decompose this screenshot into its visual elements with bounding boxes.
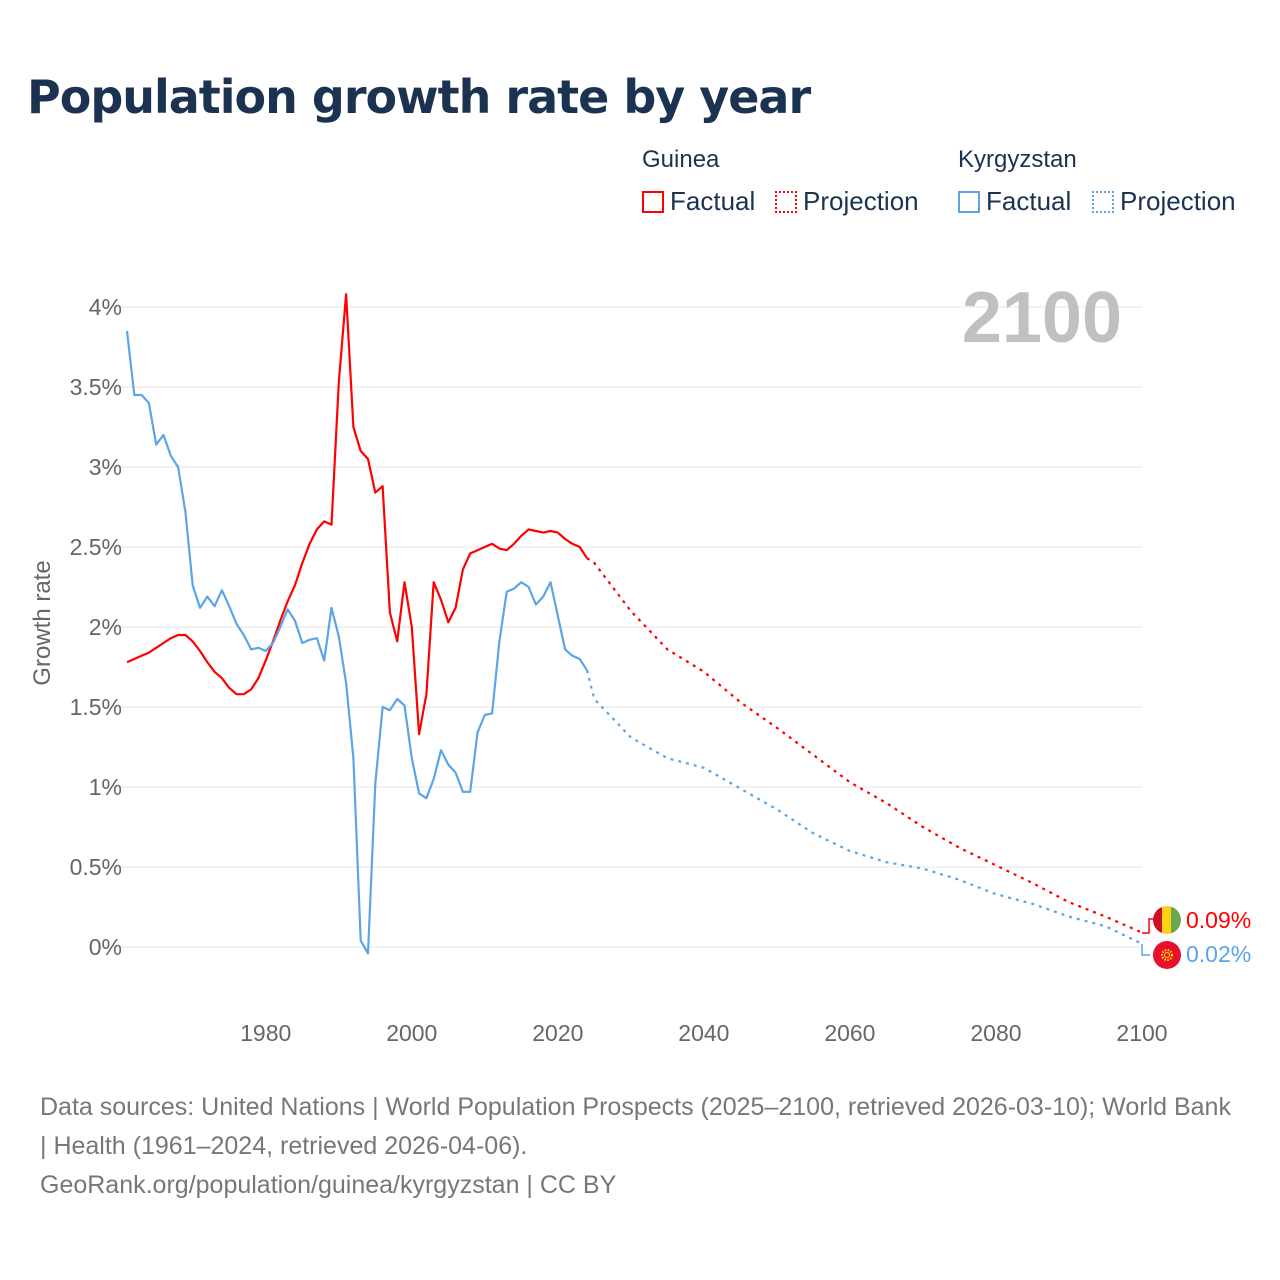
x-tick-label: 1980 xyxy=(240,1020,291,1046)
data-source-note: Data sources: United Nations | World Pop… xyxy=(40,1088,1240,1205)
y-tick-label: 0% xyxy=(89,934,122,960)
y-tick-label: 1.5% xyxy=(70,694,122,720)
kyrgyzstan-flag-icon xyxy=(1153,941,1181,969)
legend-guinea-factual[interactable]: Factual xyxy=(642,186,755,217)
kyrgyzstan-projection-line xyxy=(585,669,1143,945)
y-tick-label: 1% xyxy=(89,774,122,800)
legend-swatch-dotted xyxy=(1092,190,1114,213)
x-tick-label: 2100 xyxy=(1116,1020,1167,1046)
legend-swatch-dotted xyxy=(775,190,797,213)
guinea-projection-line xyxy=(586,557,1143,934)
legend-kyrgyzstan-factual[interactable]: Factual xyxy=(958,186,1071,217)
year-watermark: 2100 xyxy=(962,278,1122,358)
kyrgyzstan-end-connector xyxy=(1141,944,1150,956)
guinea-end-connector xyxy=(1142,918,1156,934)
guinea-end-value: 0.09% xyxy=(1186,907,1251,933)
legend-guinea-projection[interactable]: Projection xyxy=(775,186,919,217)
source-link[interactable]: GeoRank.org/population/guinea/kyrgyzstan… xyxy=(40,1171,617,1199)
legend-label: Factual xyxy=(670,186,756,216)
guinea-flag-icon xyxy=(1153,906,1181,934)
legend-label: Projection xyxy=(1120,186,1236,216)
kyrgyzstan-end-value: 0.02% xyxy=(1186,941,1251,967)
y-tick-label: 0.5% xyxy=(70,854,122,880)
x-tick-label: 2020 xyxy=(532,1020,583,1046)
line-chart: 0% 0.5% 1% 1.5% 2% 2.5% 3% 3.5% 4% 1980 2000 2020 20… xyxy=(29,278,1251,1046)
x-tick-label: 2000 xyxy=(386,1020,437,1046)
source-text: Data sources: United Nations | World Pop… xyxy=(40,1093,1231,1160)
x-tick-label: 2040 xyxy=(678,1020,729,1046)
kyrgyzstan-factual-line xyxy=(125,330,588,955)
chart-title: Population growth rate by year xyxy=(27,70,811,124)
guinea-factual-line xyxy=(126,293,588,736)
x-tick-label: 2080 xyxy=(970,1020,1021,1046)
legend-group-guinea: Guinea xyxy=(642,146,720,173)
y-tick-label: 2.5% xyxy=(70,534,122,560)
x-tick-label: 2060 xyxy=(824,1020,875,1046)
legend-kyrgyzstan-projection[interactable]: Projection xyxy=(1092,186,1236,217)
y-tick-label: 3% xyxy=(89,454,122,480)
y-tick-label: 3.5% xyxy=(70,374,122,400)
legend-swatch-solid xyxy=(642,190,664,213)
legend-group-kyrgyzstan: Kyrgyzstan xyxy=(958,146,1077,173)
y-axis-label: Growth rate xyxy=(29,560,56,685)
y-tick-label: 4% xyxy=(89,294,122,320)
y-tick-label: 2% xyxy=(89,614,122,640)
legend-swatch-solid xyxy=(958,190,980,213)
legend-label: Factual xyxy=(986,186,1072,216)
legend-label: Projection xyxy=(803,186,919,216)
